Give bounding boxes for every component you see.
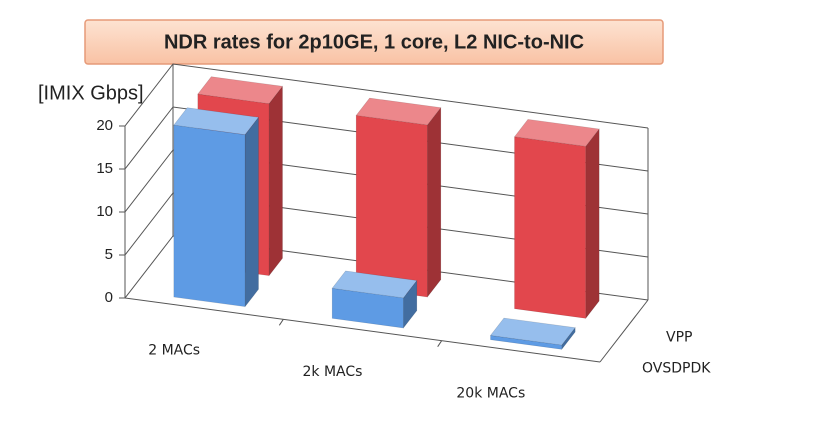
x-tick-label: 20k MACs	[456, 385, 525, 401]
tick-mark	[437, 340, 443, 347]
bar-top	[197, 76, 284, 104]
x-tick-label: 2 MACs	[148, 343, 200, 359]
grid-line	[124, 63, 649, 129]
bar-side	[427, 106, 442, 298]
bar-side	[585, 128, 600, 320]
bar-front	[355, 115, 428, 298]
tick-mark	[278, 319, 284, 326]
y-axis-label: [IMIX Gbps]	[38, 82, 144, 104]
bar	[331, 270, 418, 329]
bar-side	[244, 116, 259, 308]
bar-top	[331, 270, 418, 299]
axis-line	[599, 299, 649, 363]
axis-line	[124, 297, 601, 363]
bar	[173, 107, 260, 308]
bar-front	[173, 124, 246, 307]
title-box	[84, 19, 664, 65]
bar-side	[268, 85, 283, 277]
grid-line	[124, 235, 649, 301]
legend-label: VPP	[666, 330, 692, 346]
bar-top	[355, 97, 442, 126]
bar	[355, 97, 442, 298]
y-tick-label: 5	[105, 246, 113, 263]
grid-line	[124, 106, 649, 172]
bar	[513, 119, 600, 320]
y-tick-label: 20	[96, 117, 113, 134]
chart-title: NDR rates for 2p10GE, 1 core, L2 NIC-to-…	[164, 31, 584, 53]
bar	[489, 317, 576, 351]
grid-line	[124, 149, 649, 215]
bar-top	[173, 107, 260, 135]
y-tick-label: 15	[96, 160, 113, 177]
x-tick-label: 2k MACs	[303, 364, 363, 380]
legend-label: OVSDPDK	[642, 361, 711, 377]
y-tick-label: 0	[105, 289, 113, 306]
bar-top	[513, 119, 600, 147]
grid-line	[124, 192, 649, 258]
bar-front	[514, 136, 587, 319]
y-tick-label: 10	[96, 203, 113, 220]
bar-top	[489, 317, 576, 346]
